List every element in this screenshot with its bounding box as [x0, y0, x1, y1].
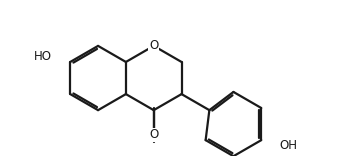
Text: O: O — [149, 39, 158, 52]
Text: HO: HO — [34, 50, 52, 63]
Text: O: O — [149, 128, 158, 141]
Text: OH: OH — [279, 140, 297, 152]
